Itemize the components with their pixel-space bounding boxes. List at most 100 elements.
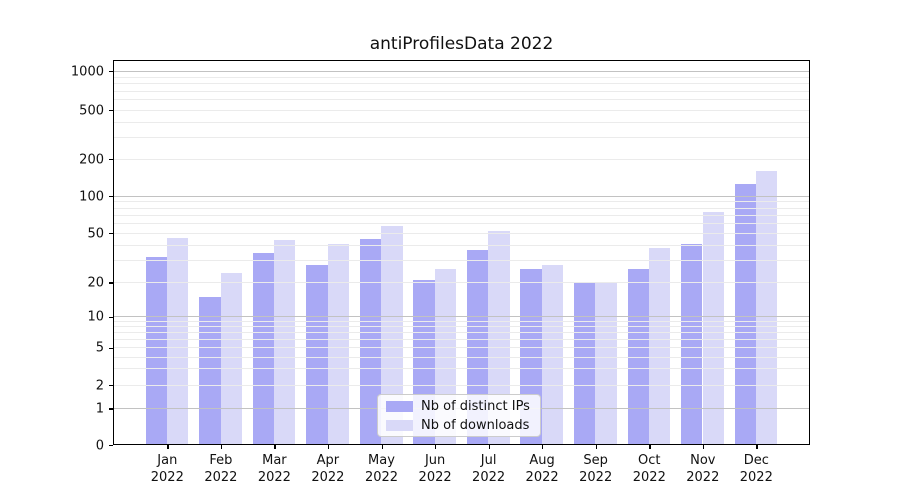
x-tick-mark [435, 445, 437, 449]
gridline-minor [114, 326, 809, 328]
gridline-major [114, 316, 809, 318]
legend-swatch-downloads [386, 419, 413, 431]
gridline-minor [114, 356, 809, 358]
y-tick-label: 50 [87, 226, 104, 241]
x-tick-label-nov: Nov 2022 [686, 453, 720, 485]
x-tick-mark [381, 445, 383, 449]
y-tick-label: 1000 [70, 64, 104, 79]
bar-downloads-mar [274, 240, 296, 444]
bar-ips-may [359, 239, 382, 444]
gridline-minor [114, 137, 809, 138]
gridline-minor [114, 368, 809, 370]
y-tick-label: 100 [79, 189, 104, 204]
y-tick-mark [109, 110, 113, 112]
y-tick-label: 500 [79, 103, 104, 118]
gridline-minor [114, 223, 809, 224]
x-tick-label-feb: Feb 2022 [204, 453, 238, 485]
y-tick-label: 1 [95, 401, 104, 417]
x-tick-label-jun: Jun 2022 [418, 453, 452, 485]
bar-ips-apr [306, 264, 328, 444]
gridline-minor [114, 260, 809, 262]
chart-title: antiProfilesData 2022 [369, 34, 554, 54]
x-tick-mark [756, 445, 758, 449]
legend-swatch-distinct-ips [386, 400, 413, 412]
bar-downloads-sep [595, 282, 617, 444]
gridline-minor [114, 214, 809, 216]
gridline-minor [114, 99, 809, 101]
y-tick-mark [109, 159, 113, 161]
bar-downloads-dec [756, 171, 778, 444]
x-tick-mark [327, 445, 330, 449]
y-tick-mark [109, 347, 113, 349]
gridline-minor [114, 347, 809, 349]
bar-downloads-jul [488, 231, 510, 444]
y-tick-label: 20 [87, 275, 104, 291]
x-tick-label-aug: Aug 2022 [525, 453, 559, 485]
gridline-minor [114, 244, 809, 246]
x-tick-mark [220, 445, 223, 449]
bar-ips-feb [199, 296, 221, 444]
gridline-minor [114, 232, 809, 234]
y-tick-mark [109, 196, 113, 198]
x-tick-label-mar: Mar 2022 [257, 453, 291, 485]
plot-area: Nb of distinct IPs Nb of downloads [113, 60, 810, 445]
y-tick-label: 200 [79, 152, 104, 167]
x-tick-mark [649, 445, 651, 449]
x-tick-mark [488, 445, 490, 449]
bar-downloads-jan [167, 237, 189, 444]
gridline-minor [114, 109, 809, 111]
gridline-minor [114, 282, 809, 283]
gridline-minor [114, 121, 809, 123]
y-tick-mark [109, 385, 113, 387]
legend-label-distinct-ips: Nb of distinct IPs [421, 398, 530, 414]
gridline-minor [114, 384, 809, 386]
gridline-minor [114, 332, 809, 334]
y-tick-label: 10 [87, 309, 104, 325]
gridline-minor [114, 158, 809, 160]
y-tick-mark [109, 316, 113, 318]
x-tick-mark [167, 445, 169, 449]
gridline-minor [114, 207, 809, 209]
x-tick-label-sep: Sep 2022 [579, 453, 613, 485]
legend-item-distinct-ips: Nb of distinct IPs [386, 399, 532, 414]
gridline-minor [114, 321, 809, 323]
bar-ips-dec [734, 184, 756, 444]
bar-downloads-oct [649, 248, 671, 444]
x-tick-label-oct: Oct 2022 [632, 453, 666, 485]
y-tick-mark [109, 408, 113, 410]
x-tick-mark [274, 445, 276, 449]
bar-downloads-nov [702, 211, 724, 444]
bar-ips-sep [574, 282, 596, 444]
bar-ips-jan [145, 257, 167, 444]
y-tick-label: 5 [95, 340, 104, 356]
bar-ips-oct [627, 268, 649, 444]
gridline-minor [114, 90, 809, 92]
gridline-minor [114, 83, 809, 85]
bar-downloads-may [381, 226, 403, 444]
y-tick-mark [109, 71, 113, 73]
gridline-minor [114, 339, 809, 341]
x-tick-label-jan: Jan 2022 [150, 453, 184, 485]
y-tick-label: 0 [95, 438, 104, 453]
y-tick-label: 2 [95, 378, 104, 393]
gridline-major [114, 195, 809, 197]
x-tick-label-dec: Dec 2022 [739, 453, 773, 485]
x-tick-label-jul: Jul 2022 [472, 453, 506, 485]
bar-downloads-aug [541, 264, 564, 444]
y-tick-mark [109, 445, 113, 447]
y-tick-mark [109, 282, 113, 284]
x-tick-label-apr: Apr 2022 [311, 453, 345, 485]
gridline-major [114, 70, 809, 72]
legend-label-downloads: Nb of downloads [421, 417, 530, 433]
gridline-minor [114, 201, 809, 203]
x-tick-mark [702, 445, 705, 449]
legend-item-downloads: Nb of downloads [386, 418, 532, 433]
legend: Nb of distinct IPs Nb of downloads [377, 394, 541, 437]
x-tick-mark [595, 445, 597, 449]
gridline-minor [114, 76, 809, 78]
x-tick-label-may: May 2022 [364, 453, 399, 485]
bar-downloads-apr [327, 244, 349, 444]
gridlines-layer [114, 61, 809, 444]
y-tick-mark [109, 233, 113, 235]
